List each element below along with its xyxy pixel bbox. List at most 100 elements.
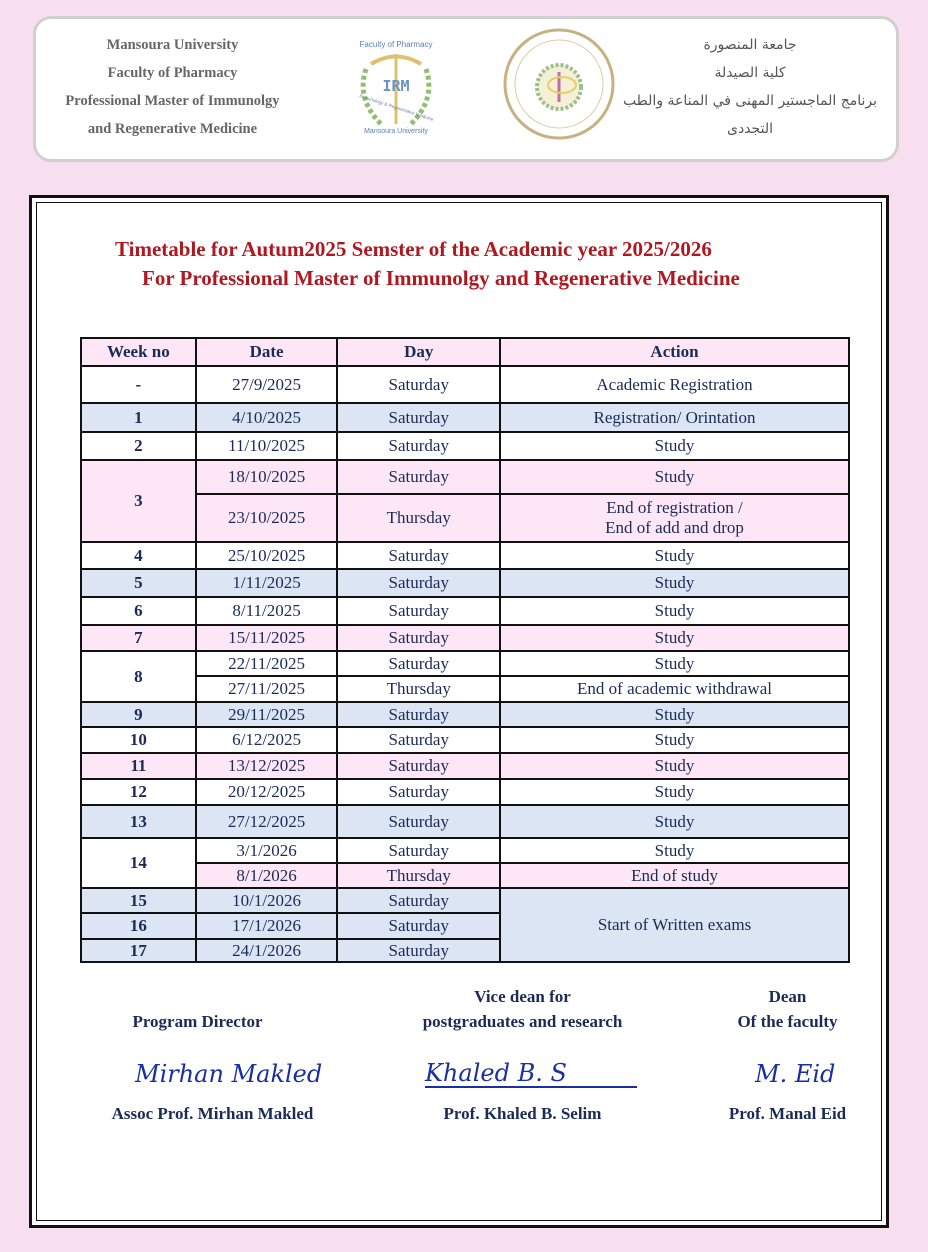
action-cell: Study xyxy=(499,752,850,780)
date-cell: 4/10/2025 xyxy=(194,402,339,433)
date-cell: 20/12/2025 xyxy=(194,778,339,806)
table-row: 14 3/1/2026 Saturday Study xyxy=(80,837,850,889)
program-name-arabic-line2: التجددى xyxy=(727,121,773,137)
table-row: 12 20/12/2025 Saturday Study xyxy=(80,778,850,806)
week-cell: 15 xyxy=(80,887,197,914)
day-cell: Saturday xyxy=(336,938,502,963)
table-row: 9 29/11/2025 Saturday Study xyxy=(80,701,850,728)
vice-dean-role: Vice dean for postgraduates and research xyxy=(422,987,623,1031)
table-row: 8/1/2026 Thursday End of study xyxy=(81,862,850,889)
letterhead: Mansoura University Faculty of Pharmacy … xyxy=(33,16,899,162)
week-cell: 11 xyxy=(80,752,197,780)
week-cell: 4 xyxy=(80,541,197,570)
week-cell: 14 xyxy=(80,837,197,889)
date-cell: 10/1/2026 xyxy=(194,887,339,914)
table-row: 3 18/10/2025 Saturday Study xyxy=(80,459,850,543)
action-cell: Study xyxy=(499,459,850,495)
timetable: Week no Date Day Action -27/9/2025 Saturd… xyxy=(80,337,850,963)
program-director-signature: Mirhan Makled xyxy=(135,1060,323,1088)
dean-name: Prof. Manal Eid xyxy=(728,1104,847,1123)
week-cell: 1 xyxy=(80,402,197,433)
day-cell: Saturday xyxy=(336,778,502,806)
dean-role: Dean Of the faculty xyxy=(737,987,838,1031)
week-cell: 7 xyxy=(80,624,197,652)
vice-dean-name: Prof. Khaled B. Selim xyxy=(443,1104,602,1123)
week-cell: 5 xyxy=(80,568,197,598)
day-cell: Saturday xyxy=(336,650,502,677)
dean-signature: M. Eid xyxy=(755,1060,836,1088)
date-cell: 8/1/2026 xyxy=(194,862,339,889)
vice-dean-signature: Khaled B. S xyxy=(425,1060,637,1088)
date-cell: 23/10/2025 xyxy=(194,493,339,543)
week-cell: 13 xyxy=(80,804,197,839)
table-row: 7 15/11/2025 Saturday Study xyxy=(80,624,850,652)
table-row: 8 22/11/2025 Saturday Study xyxy=(80,650,850,703)
week-cell: 9 xyxy=(80,701,197,728)
action-cell: Study xyxy=(499,650,850,677)
day-cell: Saturday xyxy=(336,596,502,626)
table-row: 1 4/10/2025 Saturday Registration/ Orintati… xyxy=(80,402,850,433)
table-row: 11 13/12/2025 Saturday Study xyxy=(80,752,850,780)
action-cell: Study xyxy=(499,624,850,652)
university-name-arabic: جامعة المنصورة xyxy=(703,37,797,53)
program-director-role: Program Director xyxy=(132,1012,263,1031)
day-cell: Saturday xyxy=(336,726,502,754)
week-cell: 8 xyxy=(80,650,197,703)
title-line1: Timetable for Autum2025 Semster of the A… xyxy=(115,237,712,261)
day-cell: Thursday xyxy=(336,675,502,703)
date-cell: 27/11/2025 xyxy=(194,675,339,703)
week-cell: 2 xyxy=(80,431,197,461)
table-row: 5 1/11/2025 Saturday Study xyxy=(80,568,850,598)
week-cell: 3 xyxy=(80,459,197,543)
table-row: 6 8/11/2025 Saturday Study xyxy=(80,596,850,626)
week-cell: 16 xyxy=(80,912,197,940)
action-cell: Registration/ Orintation xyxy=(499,402,850,433)
day-cell: Thursday xyxy=(336,493,502,543)
table-header-row: Week no Date Day Action xyxy=(80,337,850,367)
day-cell: Saturday xyxy=(336,804,502,839)
action-cell: Study xyxy=(499,431,850,461)
day-cell: Saturday xyxy=(336,459,502,495)
table-row: 13 27/12/2025 Saturday Study xyxy=(80,804,850,839)
day-cell: Saturday xyxy=(336,837,502,864)
program-name-arabic-line1: برنامج الماجستير المهنى في المناعة والطب xyxy=(622,93,878,109)
table-row: 23/10/2025 Thursday End of registration / … xyxy=(81,493,850,543)
date-cell: 27/9/2025 xyxy=(194,365,339,404)
action-cell: Study xyxy=(499,778,850,806)
action-cell: Study xyxy=(499,701,850,728)
week-cell: 17 xyxy=(80,938,197,963)
action-cell: Study xyxy=(499,837,850,864)
university-name: Mansoura University xyxy=(106,37,239,53)
header-week: Week no xyxy=(80,337,197,367)
action-cell: End of registration / End of add and dro… xyxy=(499,493,850,543)
date-cell: 11/10/2025 xyxy=(194,431,339,461)
irm-logo: Faculty of Pharmacy IRM Immunology & Reg… xyxy=(359,40,435,135)
date-cell: 17/1/2026 xyxy=(194,912,339,940)
program-director-name: Assoc Prof. Mirhan Makled xyxy=(111,1104,314,1123)
date-cell: 8/11/2025 xyxy=(194,596,339,626)
action-cell: Study xyxy=(499,596,850,626)
letterhead-english: Mansoura University Faculty of Pharmacy … xyxy=(50,31,295,143)
day-cell: Saturday xyxy=(336,701,502,728)
action-cell: End of study xyxy=(499,862,850,889)
table-row: -27/9/2025 Saturday Academic Registration xyxy=(80,365,850,404)
faculty-seal-logo xyxy=(503,28,615,140)
logo-university-text: Mansoura University xyxy=(364,128,428,135)
date-cell: 3/1/2026 xyxy=(194,837,339,864)
day-cell: Saturday xyxy=(336,887,502,914)
day-cell: Saturday xyxy=(336,568,502,598)
week-cell: 6 xyxy=(80,596,197,626)
date-cell: 15/11/2025 xyxy=(194,624,339,652)
action-cell: Study xyxy=(499,804,850,839)
date-cell: 18/10/2025 xyxy=(194,459,339,495)
faculty-name-arabic: كلية الصيدلة xyxy=(714,65,786,81)
day-cell: Saturday xyxy=(336,402,502,433)
action-cell: Study xyxy=(499,541,850,570)
program-name-line2: and Regenerative Medicine xyxy=(87,121,258,137)
logo-irm-text: IRM xyxy=(382,77,409,95)
table-row: 15 10/1/2026 Saturday Start of Written exam… xyxy=(80,887,850,963)
action-cell: End of academic withdrawal xyxy=(499,675,850,703)
header-day: Day xyxy=(336,337,502,367)
letterhead-arabic: جامعة المنصورة كلية الصيدلة برنامج الماج… xyxy=(620,31,880,143)
table-row: 10 6/12/2025 Saturday Study xyxy=(80,726,850,754)
